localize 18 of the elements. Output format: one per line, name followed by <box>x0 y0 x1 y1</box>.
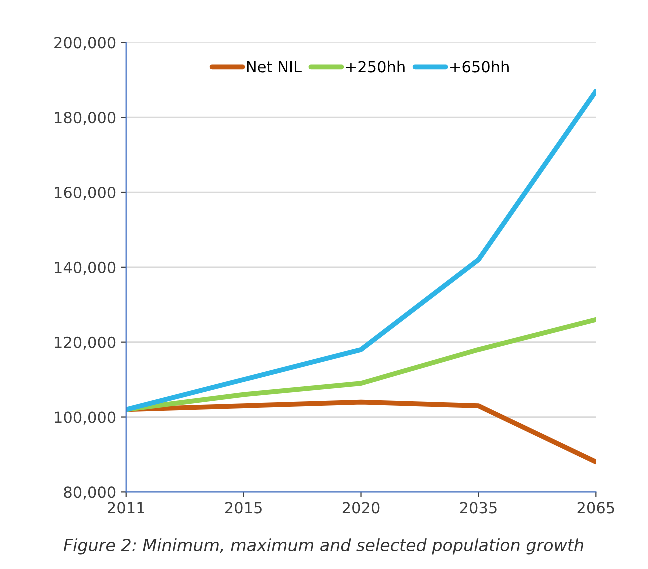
x-tick-label: 2011 <box>108 502 144 514</box>
x-tick-label: 2020 <box>342 502 380 514</box>
legend-label: +250hh <box>346 60 405 73</box>
y-tick-label: 200,000 <box>54 37 116 50</box>
y-tick-label: 160,000 <box>55 186 116 200</box>
y-tick-label: 180,000 <box>55 112 116 126</box>
x-tick-label: 2035 <box>460 502 497 514</box>
caption: Figure 2: Minimum, maximum and selected population growth <box>64 538 584 555</box>
x-tick-label: 2015 <box>225 502 262 514</box>
y-tick-label: 100,000 <box>55 412 116 425</box>
y-tick-label: 80,000 <box>64 486 116 500</box>
legend-label: +650hh <box>450 60 509 73</box>
line-series <box>126 88 596 412</box>
y-tick-label: 120,000 <box>55 336 116 350</box>
x-tick-label: 2065 <box>578 502 614 514</box>
y-tick-label: 140,000 <box>55 262 116 276</box>
legend-label: Net NIL <box>247 61 302 73</box>
line-series <box>126 317 596 412</box>
